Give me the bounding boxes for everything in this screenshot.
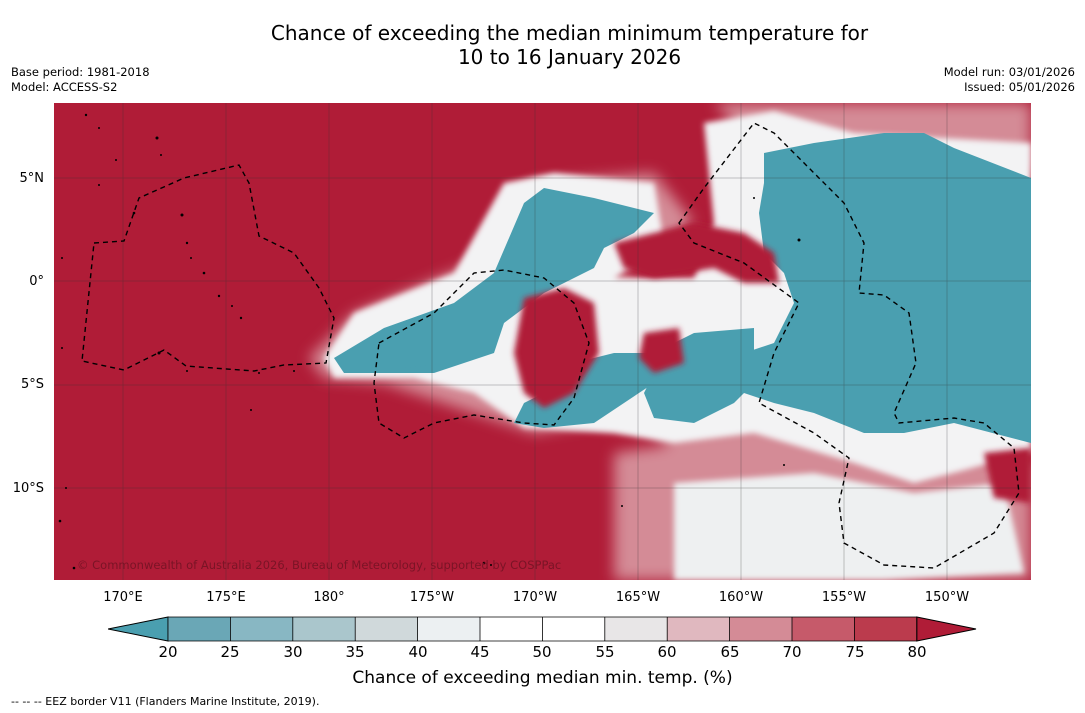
colorbar-lower-arrow [108, 616, 169, 642]
map-canvas [54, 103, 1031, 580]
colorbar-label: Chance of exceeding median min. temp. (%… [352, 668, 733, 688]
colorbar-bin-65-70 [729, 617, 792, 641]
eez-footnote: -- -- -- EEZ border V11 (Flanders Marine… [11, 695, 320, 708]
colorbar-tick-30: 30 [283, 643, 303, 661]
title-line-1: Chance of exceeding the median minimum t… [270, 21, 869, 45]
colorbar-bin-50-55 [542, 617, 605, 641]
colorbar-bin-35-40 [355, 617, 418, 641]
colorbar-bin-55-60 [604, 617, 668, 641]
lon-label-170w: 170°W [512, 590, 558, 605]
issued-date: Issued: 05/01/2026 [964, 80, 1075, 94]
eez-borders [81, 122, 1020, 569]
colorbar-bin-40-45 [417, 617, 480, 641]
lon-label-150w: 150°W [924, 590, 970, 605]
lon-label-170e: 170°E [103, 590, 143, 605]
copyright-notice: © Commonwealth of Australia 2026, Bureau… [77, 558, 562, 572]
colorbar-tick-55: 55 [595, 643, 615, 661]
graticule [54, 103, 1031, 580]
colorbar-tick-35: 35 [345, 643, 365, 661]
map-title: Chance of exceeding the median minimum t… [0, 21, 1085, 69]
colorbar-tick-65: 65 [720, 643, 740, 661]
lon-label-155w: 155°W [821, 590, 867, 605]
colorbar-tick-80: 80 [907, 643, 927, 661]
meta-left: Base period: 1981-2018 Model: ACCESS-S2 [11, 65, 150, 95]
base-period: Base period: 1981-2018 [11, 65, 150, 79]
colorbar [108, 616, 977, 642]
colorbar-tick-70: 70 [782, 643, 802, 661]
meta-right: Model run: 03/01/2026 Issued: 05/01/2026 [944, 65, 1075, 95]
lon-label-180: 180° [313, 590, 345, 605]
colorbar-bin-45-50 [480, 617, 543, 641]
lon-label-175e: 175°E [206, 590, 246, 605]
forecast-map [54, 103, 1031, 580]
model-run: Model run: 03/01/2026 [943, 65, 1075, 79]
colorbar-bin-25-30 [230, 617, 293, 641]
colorbar-tick-40: 40 [408, 643, 428, 661]
colorbar-bin-30-35 [292, 617, 356, 641]
model-name: Model: ACCESS-S2 [11, 80, 118, 94]
lon-label-175w: 175°W [409, 590, 455, 605]
colorbar-bin-75-80 [854, 617, 917, 641]
colorbar-tick-50: 50 [532, 643, 552, 661]
lat-label-5n: 5°N [19, 171, 45, 186]
lat-label-5s: 5°S [20, 377, 44, 392]
lon-label-165w: 165°W [615, 590, 661, 605]
colorbar-tick-20: 20 [158, 643, 178, 661]
lon-label-160w: 160°W [718, 590, 764, 605]
colorbar-bin-60-65 [667, 617, 730, 641]
colorbar-bin-70-75 [792, 617, 855, 641]
colorbar-tick-60: 60 [657, 643, 677, 661]
colorbar-tick-25: 25 [220, 643, 240, 661]
colorbar-tick-45: 45 [470, 643, 490, 661]
colorbar-dividers [167, 616, 918, 642]
colorbar-upper-arrow [916, 616, 977, 642]
colorbar-tick-75: 75 [845, 643, 865, 661]
colorbar-bin-20-25 [168, 617, 231, 641]
islands [58, 113, 801, 570]
lat-label-10s: 10°S [12, 481, 44, 496]
lat-label-0: 0° [29, 274, 44, 289]
title-line-2: 10 to 16 January 2026 [457, 45, 682, 69]
